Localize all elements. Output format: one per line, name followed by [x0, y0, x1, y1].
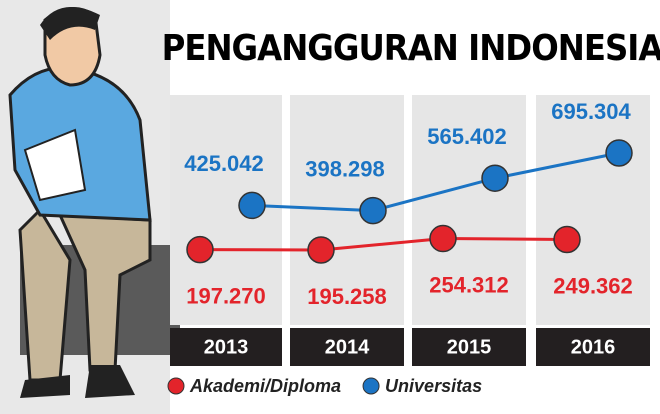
- x-tick-label: 2013: [204, 336, 249, 358]
- x-tick-label: 2015: [447, 336, 492, 358]
- marker: [429, 224, 457, 253]
- marker: [307, 236, 335, 264]
- line: [199, 237, 568, 252]
- marker: [238, 191, 266, 220]
- value-label: 254.312: [429, 272, 509, 297]
- marker: [359, 196, 387, 225]
- legend-marker: [362, 377, 380, 395]
- marker: [481, 164, 509, 192]
- value-label: 425.042: [184, 151, 264, 176]
- line: [251, 151, 620, 213]
- chart-title: PENGANGGURAN INDONESIA: [162, 28, 660, 69]
- marker: [553, 225, 581, 254]
- value-label: 195.258: [307, 284, 387, 309]
- value-label: 197.270: [186, 283, 266, 308]
- panel: [412, 95, 526, 325]
- category-bar: [170, 328, 282, 366]
- value-label: 249.362: [553, 273, 633, 298]
- value-label: 695.304: [551, 99, 631, 124]
- value-label: 398.298: [305, 156, 385, 181]
- legend-marker: [167, 377, 185, 395]
- marker: [186, 235, 214, 264]
- x-tick-label: 2014: [325, 336, 370, 358]
- category-bar: [412, 328, 526, 366]
- marker: [605, 139, 633, 167]
- illustration: [0, 0, 180, 414]
- value-label: 565.402: [427, 124, 507, 149]
- category-bar: [290, 328, 404, 366]
- legend-label: Universitas: [385, 376, 482, 396]
- category-bar: [536, 328, 650, 366]
- panel: [536, 95, 650, 325]
- legend-label: Akademi/Diploma: [189, 376, 341, 396]
- x-tick-label: 2016: [571, 336, 616, 358]
